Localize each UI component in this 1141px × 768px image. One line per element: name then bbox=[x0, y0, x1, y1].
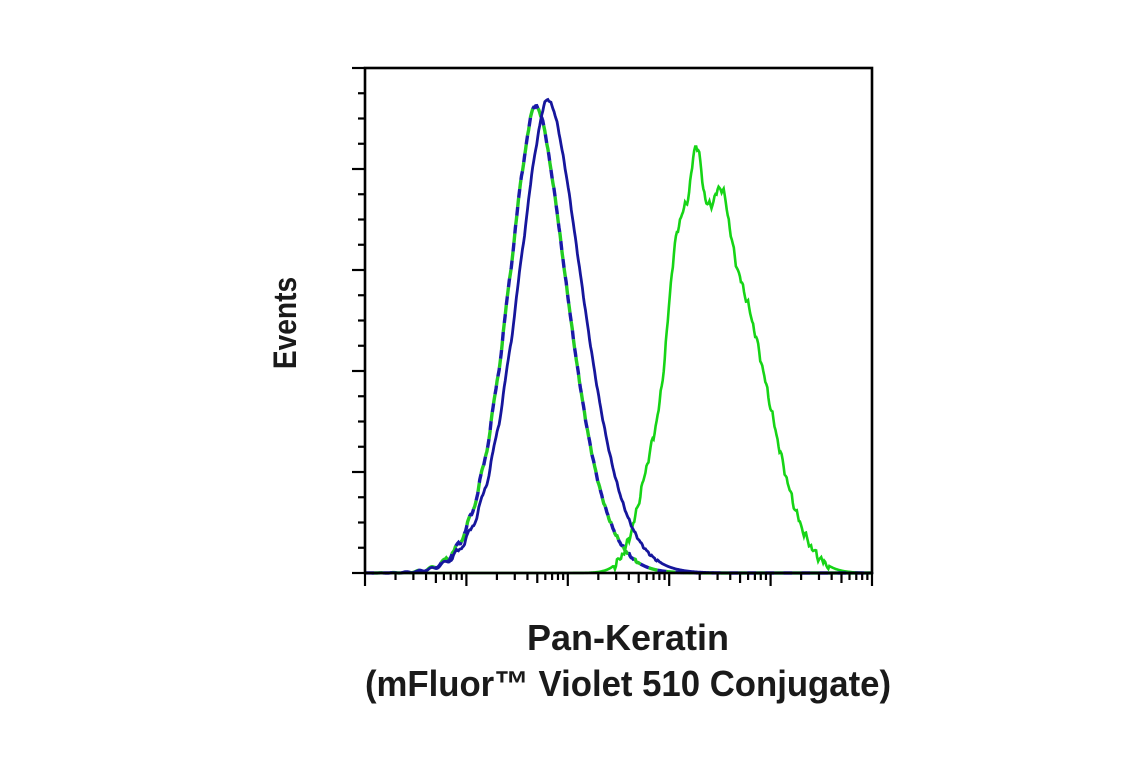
svg-text:Pan-Keratin: Pan-Keratin bbox=[527, 617, 729, 658]
svg-text:(mFluor™ Violet 510 Conjugate): (mFluor™ Violet 510 Conjugate) bbox=[365, 664, 891, 704]
svg-text:Events: Events bbox=[268, 277, 303, 369]
